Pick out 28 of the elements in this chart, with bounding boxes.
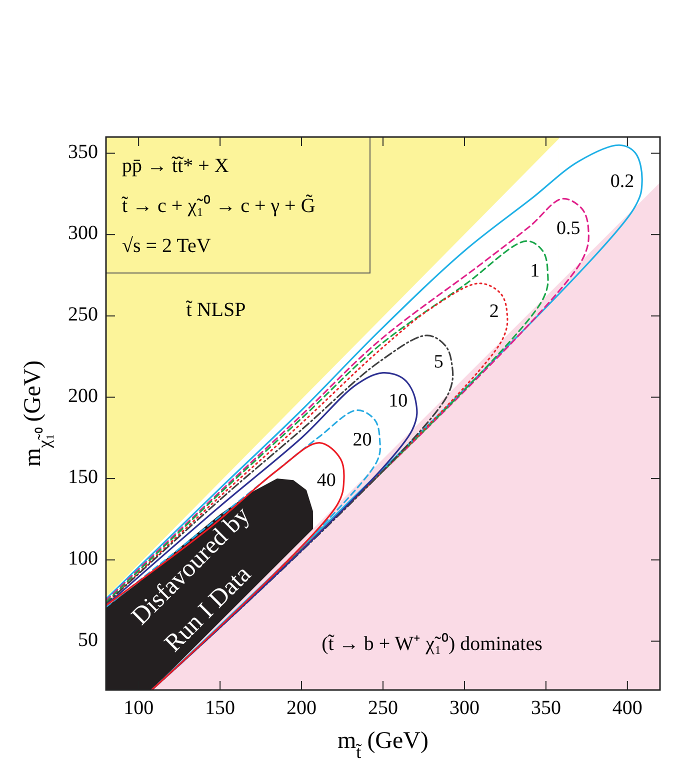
y-tick-label: 50 [78, 628, 98, 651]
x-tick-label: 150 [205, 697, 236, 719]
annotation: t̃ NLSP [186, 298, 246, 321]
x-tick-label: 250 [368, 697, 398, 719]
series-label: 5 [434, 351, 444, 372]
y-tick-label: 150 [68, 466, 98, 488]
annotation: (t̃ → b + W⁺ χ̃₁⁰) dominates [322, 632, 543, 655]
series-label: 20 [352, 430, 372, 451]
series-label: 2 [489, 301, 499, 322]
series-label: 40 [316, 470, 336, 492]
series-label: 0.5 [556, 218, 580, 240]
x-tick-label: 350 [530, 697, 561, 719]
y-tick-label: 100 [68, 547, 98, 570]
annotation: √s = 2 TeV [122, 235, 212, 257]
series-label: 10 [388, 390, 408, 412]
x-tick-label: 200 [286, 697, 317, 719]
annotation: t̃ → c + χ̃₁⁰ → c + γ + G̃ [122, 194, 316, 217]
y-tick-label: 300 [68, 222, 98, 244]
x-tick-label: 100 [124, 697, 154, 719]
annotation: pp̄ → t̃t̃* + X [122, 155, 230, 177]
series-label: 1 [530, 260, 540, 282]
x-tick-label: 400 [612, 697, 642, 719]
y-tick-label: 200 [68, 384, 98, 407]
y-tick-label: 350 [68, 140, 98, 163]
series-label: 0.2 [610, 170, 634, 192]
x-tick-label: 300 [449, 697, 480, 719]
y-tick-label: 250 [68, 304, 98, 326]
x-axis-title: m$_{t̃}$ (GeV) [338, 728, 428, 762]
